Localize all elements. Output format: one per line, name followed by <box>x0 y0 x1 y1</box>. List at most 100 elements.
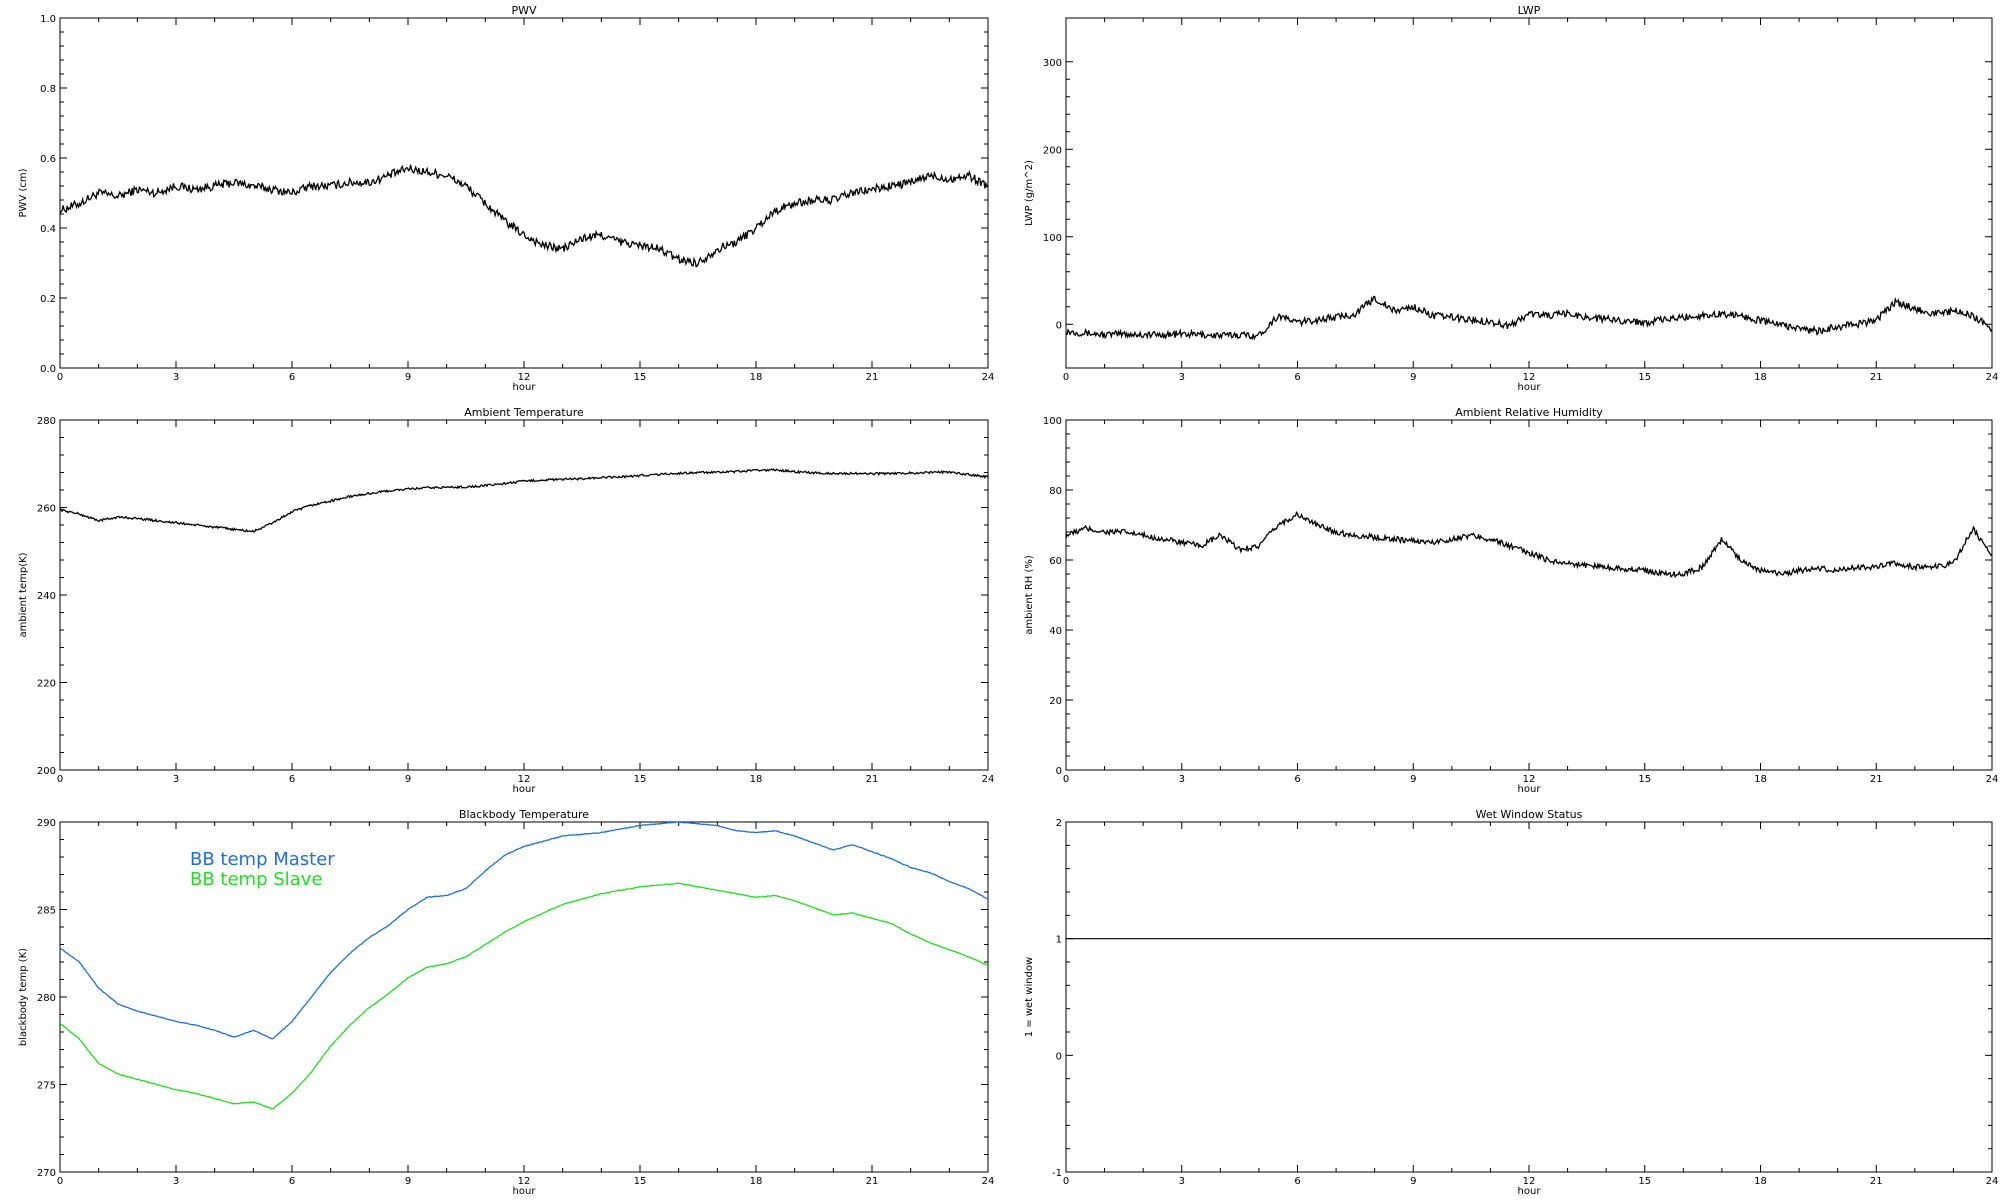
y-tick-label: 0.2 <box>40 294 56 305</box>
x-tick-label: 24 <box>1986 774 1999 785</box>
series-line <box>60 882 988 1110</box>
x-tick-label: 18 <box>1754 372 1767 383</box>
y-tick-label: 1 <box>1056 935 1062 946</box>
y-tick-label: 285 <box>37 906 56 917</box>
x-tick-label: 15 <box>634 1176 647 1187</box>
series-line <box>60 164 988 268</box>
panel-4: Blackbody Temperature 0 3 6 9 12 15 18 21 24 hour 2… <box>18 808 994 1197</box>
x-tick-label: 24 <box>1986 1176 1999 1187</box>
x-tick-label: 15 <box>1638 774 1651 785</box>
y-tick-label: 100 <box>1043 416 1062 427</box>
panel-0: PWV 0 3 6 9 12 15 18 21 24 hour 0.0 0.2 0.4 0.6 0.8 1.0 P… <box>18 4 994 393</box>
x-tick-label: 24 <box>982 774 995 785</box>
chart-title: Blackbody Temperature <box>459 808 589 821</box>
y-tick-label: 0 <box>1056 766 1062 777</box>
x-tick-label: 18 <box>750 774 763 785</box>
x-tick-label: 3 <box>1179 1176 1185 1187</box>
y-tick-label: 0.4 <box>40 224 56 235</box>
x-tick-label: 12 <box>1523 774 1536 785</box>
plot-frame <box>1065 419 1993 771</box>
x-tick-label: 21 <box>1870 372 1883 383</box>
x-tick-label: 9 <box>405 774 411 785</box>
x-tick-label: 9 <box>405 372 411 383</box>
y-tick-label: 2 <box>1056 818 1062 829</box>
x-tick-label: 3 <box>173 774 179 785</box>
y-tick-label: 300 <box>1043 58 1062 69</box>
x-tick-label: 3 <box>1179 774 1185 785</box>
x-tick-label: 12 <box>518 1176 531 1187</box>
x-tick-label: 6 <box>1294 774 1300 785</box>
y-tick-label: 220 <box>37 679 56 690</box>
chart-title: Wet Window Status <box>1476 808 1583 821</box>
panel-2: Ambient Temperature 0 3 6 9 12 15 18 21 24 hour 200… <box>18 406 994 795</box>
y-tick-label: 290 <box>37 818 56 829</box>
y-axis-label: 1 = wet window <box>1024 957 1035 1037</box>
x-axis-label: hour <box>513 784 537 795</box>
x-tick-label: 12 <box>518 372 531 383</box>
y-tick-label: 20 <box>1049 696 1062 707</box>
x-tick-label: 6 <box>1294 372 1300 383</box>
series-line <box>1066 295 1992 341</box>
x-tick-label: 15 <box>634 774 647 785</box>
chart-title: Ambient Temperature <box>464 406 584 419</box>
y-tick-label: 100 <box>1043 233 1062 244</box>
y-tick-label: 0.8 <box>40 84 56 95</box>
x-tick-label: 6 <box>289 372 295 383</box>
x-tick-label: 6 <box>289 774 295 785</box>
x-tick-label: 0 <box>57 774 63 785</box>
x-tick-label: 3 <box>173 1176 179 1187</box>
x-tick-label: 15 <box>1638 372 1651 383</box>
x-axis-label: hour <box>1518 784 1542 795</box>
y-tick-label: 1.0 <box>40 14 56 25</box>
x-axis-label: hour <box>513 1186 537 1197</box>
x-tick-label: 18 <box>750 1176 763 1187</box>
y-axis-label: blackbody temp (K) <box>18 948 29 1046</box>
legend-entry: BB temp Slave <box>190 869 322 890</box>
y-axis-label: LWP (g/m^2) <box>1024 160 1035 226</box>
y-tick-label: 275 <box>37 1081 56 1092</box>
x-tick-label: 9 <box>1410 372 1416 383</box>
y-tick-label: 260 <box>37 504 56 515</box>
x-axis-label: hour <box>1518 1186 1542 1197</box>
panel-3: Ambient Relative Humidity 0 3 6 9 12 15 18 21 24 h… <box>1024 406 1998 795</box>
x-tick-label: 3 <box>173 372 179 383</box>
x-tick-label: 15 <box>1638 1176 1651 1187</box>
y-tick-label: 40 <box>1049 626 1062 637</box>
x-tick-label: 24 <box>982 1176 995 1187</box>
x-tick-label: 9 <box>1410 1176 1416 1187</box>
chart-title: LWP <box>1518 4 1541 17</box>
x-tick-label: 12 <box>518 774 531 785</box>
plot-frame <box>59 419 989 771</box>
y-tick-label: 280 <box>37 416 56 427</box>
x-tick-label: 18 <box>1754 1176 1767 1187</box>
panel-1: LWP 0 3 6 9 12 15 18 21 24 hour 0 100 200 300 LWP (g/m^… <box>1024 4 1998 393</box>
y-tick-label: 280 <box>37 993 56 1004</box>
x-tick-label: 15 <box>634 372 647 383</box>
x-tick-label: 3 <box>1179 372 1185 383</box>
series-line <box>1066 510 1992 579</box>
x-tick-label: 21 <box>1870 1176 1883 1187</box>
plot-frame <box>59 17 989 369</box>
y-tick-label: 200 <box>1043 145 1062 156</box>
x-tick-label: 6 <box>289 1176 295 1187</box>
y-tick-label: 80 <box>1049 486 1062 497</box>
x-tick-label: 24 <box>1986 372 1999 383</box>
y-tick-label: 270 <box>37 1168 56 1179</box>
x-tick-label: 21 <box>866 1176 879 1187</box>
y-tick-label: 0.0 <box>40 364 56 375</box>
y-tick-label: 0 <box>1056 1051 1062 1062</box>
y-tick-label: 0 <box>1056 320 1062 331</box>
x-axis-label: hour <box>513 382 537 393</box>
chart-title: Ambient Relative Humidity <box>1455 406 1603 419</box>
x-tick-label: 0 <box>57 1176 63 1187</box>
x-axis-label: hour <box>1518 382 1542 393</box>
plot-frame <box>1065 17 1993 369</box>
legend-entry: BB temp Master <box>190 849 335 870</box>
x-tick-label: 0 <box>1063 372 1069 383</box>
series-line <box>60 822 988 1040</box>
x-tick-label: 21 <box>866 372 879 383</box>
y-axis-label: ambient RH (%) <box>1024 555 1035 635</box>
x-tick-label: 21 <box>1870 774 1883 785</box>
